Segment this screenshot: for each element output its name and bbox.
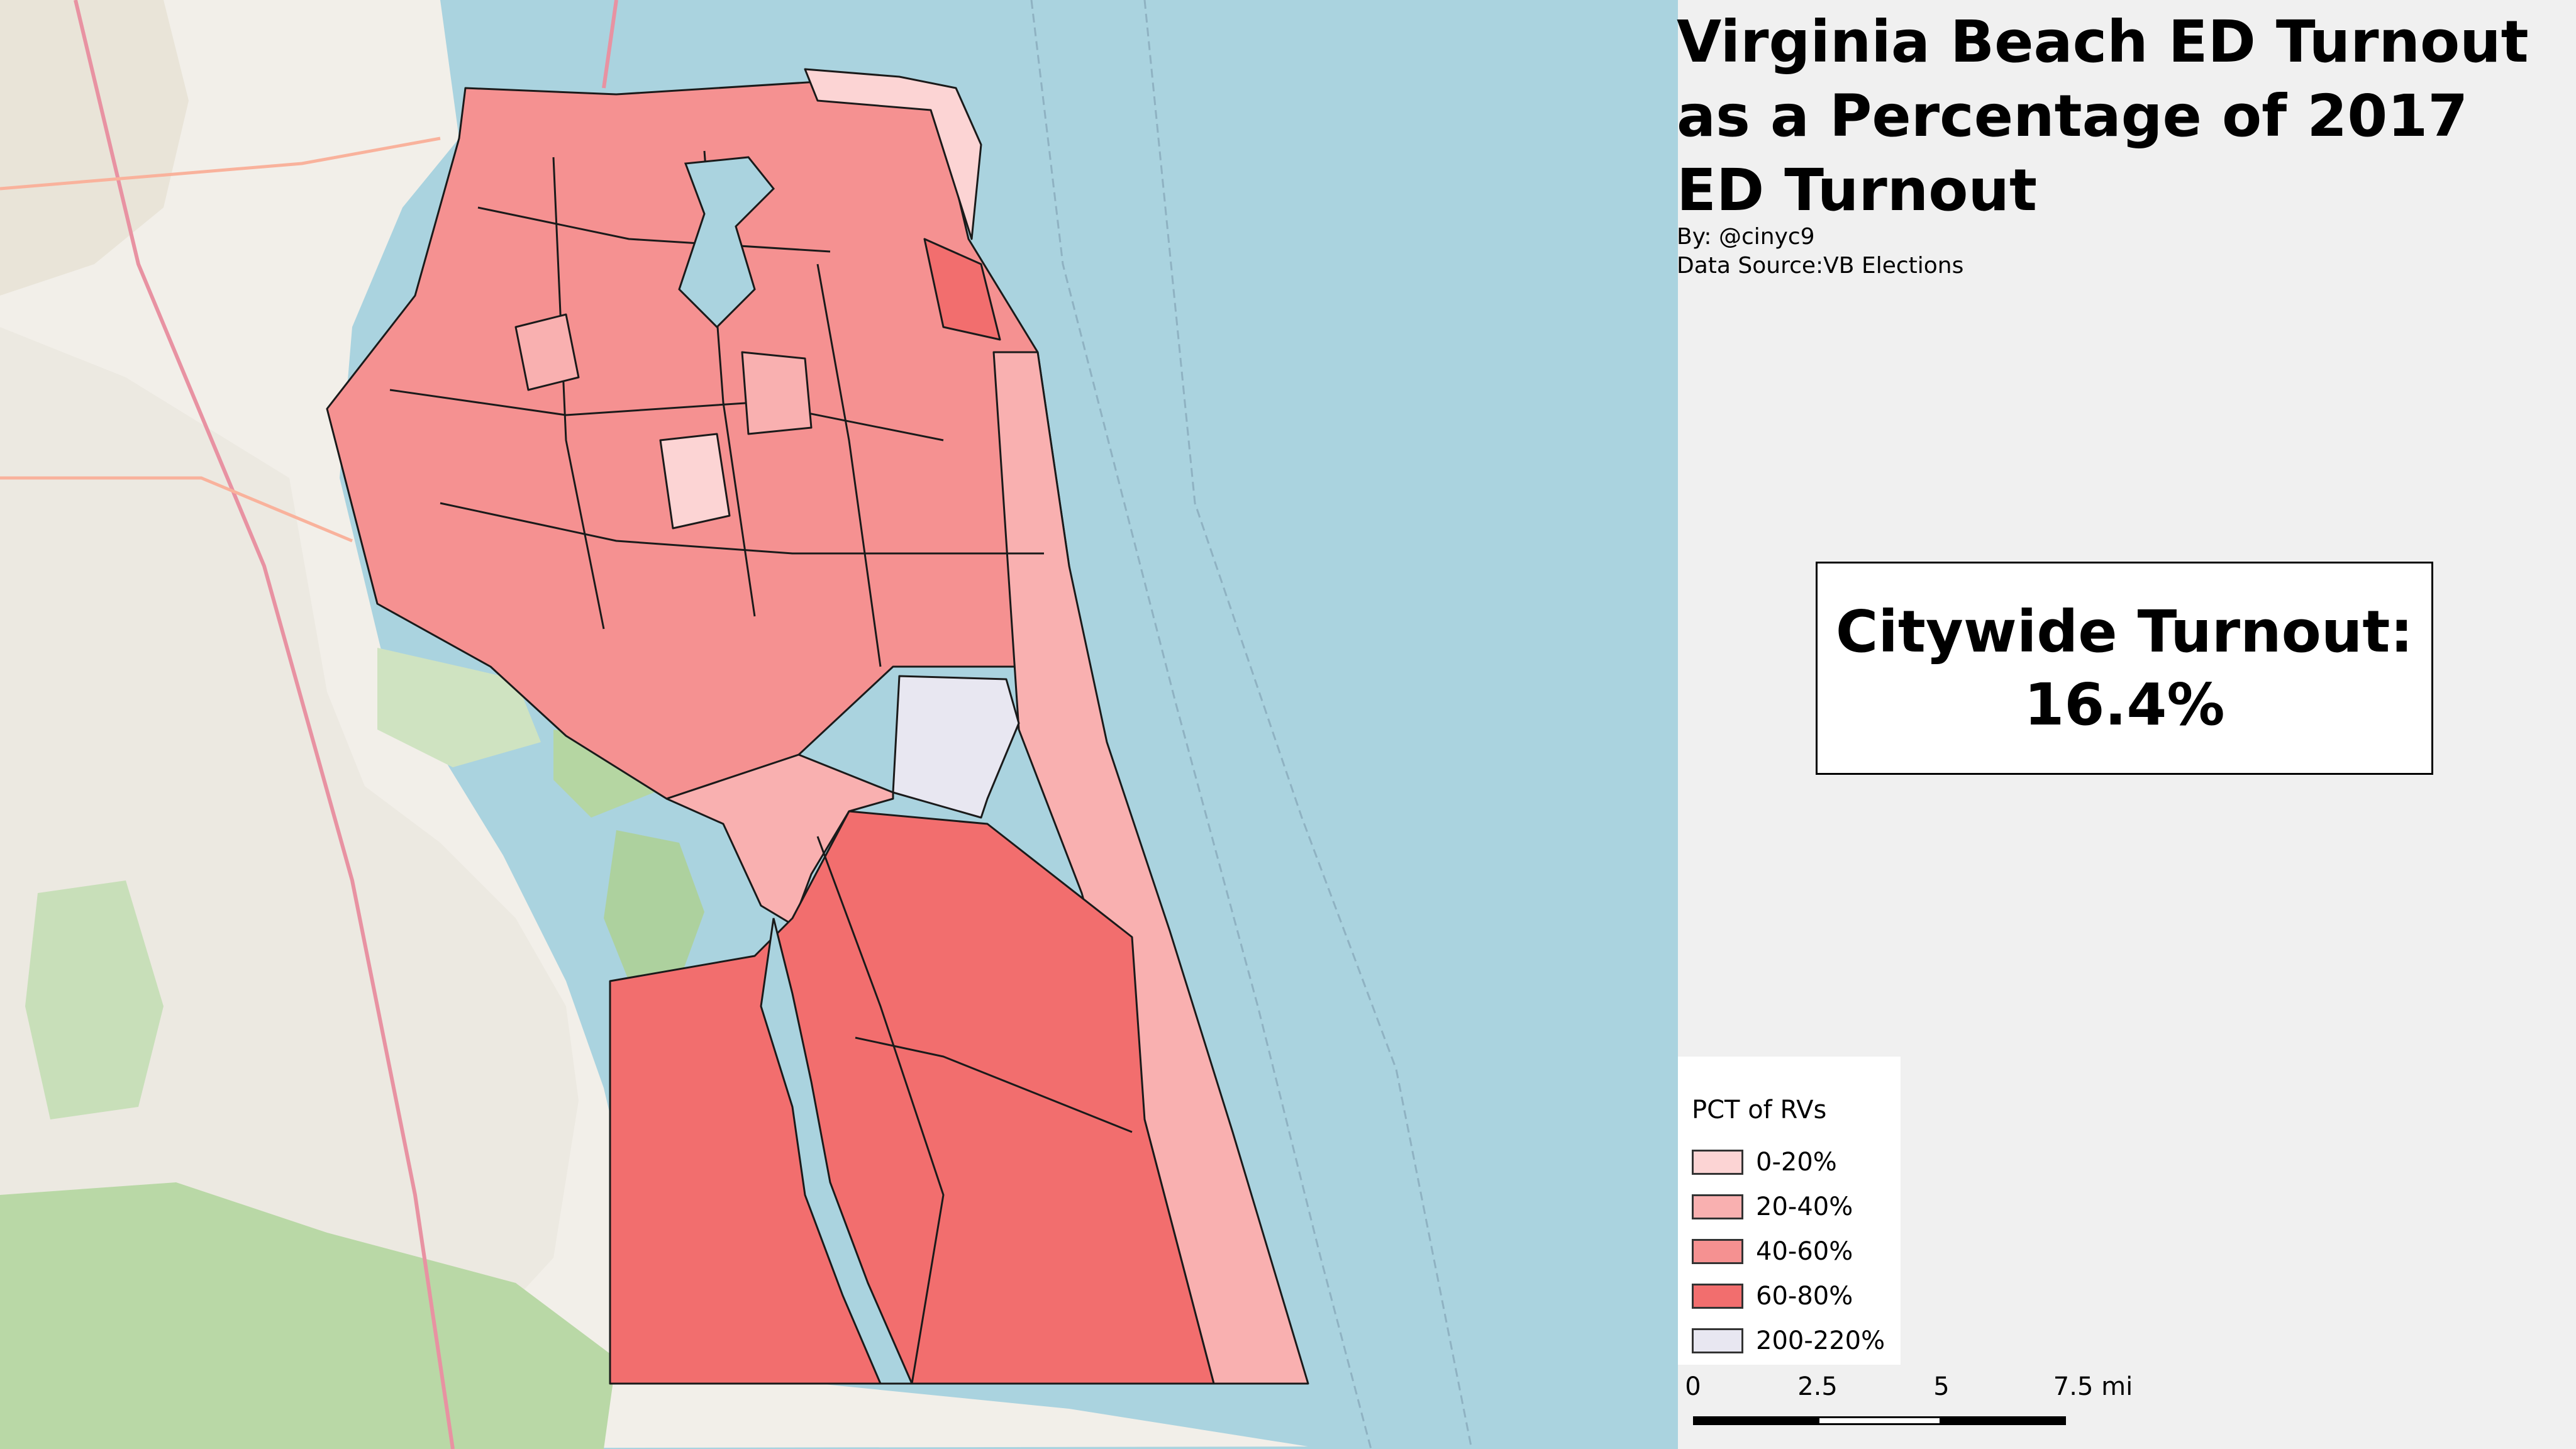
legend-label: 20-40% [1756, 1192, 1853, 1221]
maritime-boundary [1030, 0, 1372, 1449]
precinct-shore-north [804, 68, 982, 240]
legend-label: 60-80% [1756, 1282, 1853, 1311]
legend-swatch [1692, 1239, 1743, 1264]
precinct-shore-east [992, 351, 1309, 1385]
precinct-boundary [389, 389, 944, 441]
maritime-boundary [1143, 0, 1473, 1449]
road [0, 136, 441, 191]
legend-label: 0-20% [1756, 1148, 1837, 1177]
legend-label: 40-60% [1756, 1237, 1853, 1266]
woods-patch [25, 880, 164, 1119]
scale-segment [1941, 1416, 2066, 1425]
chesapeake-area [0, 327, 579, 1449]
turnout-label: Citywide Turnout: [1835, 597, 2414, 665]
scale-tick-label: 2.5 [1797, 1372, 1838, 1401]
byline: By: @cinyc9 [1677, 224, 1815, 250]
scale-segment [1818, 1416, 1941, 1425]
precinct-boundary [552, 157, 605, 630]
legend-title: PCT of RVs [1692, 1096, 1827, 1124]
scale-segment [1693, 1416, 1818, 1425]
scale-tick-label: 0 [1685, 1372, 1701, 1401]
scale-tick-label: 5 [1933, 1372, 1950, 1401]
precinct-boundary [477, 206, 831, 253]
highway [602, 0, 618, 89]
data-source: Data Source:VB Elections [1677, 253, 1964, 279]
scale-tick-label: 7.5 mi [2053, 1372, 2133, 1401]
precinct-boundary [855, 1036, 1133, 1133]
legend-swatch [1692, 1328, 1743, 1353]
precinct [659, 433, 731, 530]
citywide-turnout-box: Citywide Turnout: 16.4% [1816, 562, 2433, 775]
highway [74, 0, 455, 1449]
precinct-boundary [816, 264, 882, 667]
north-landing-river [760, 918, 914, 1385]
map-panel[interactable] [0, 0, 1678, 1449]
legend-item: 0-20% [1692, 1145, 1837, 1180]
precinct [741, 351, 813, 435]
map-title: Virginia Beach ED Turnout as a Percentag… [1677, 8, 2529, 224]
precinct-boundary [440, 502, 1044, 555]
turnout-value: 16.4% [2024, 670, 2225, 738]
precinct [923, 238, 1001, 341]
woods-patch [0, 1182, 616, 1449]
precinct-mid-south [665, 753, 894, 926]
norfolk-urban-area [0, 0, 189, 296]
legend-item: 200-220% [1692, 1323, 1885, 1358]
legend-label: 200-220% [1756, 1326, 1885, 1355]
legend-item: 40-60% [1692, 1234, 1853, 1269]
map-canvas[interactable] [0, 0, 1678, 1449]
legend-item: 20-40% [1692, 1189, 1853, 1224]
legend-swatch [1692, 1194, 1743, 1219]
precinct-boundary [816, 836, 945, 1384]
lynnhaven-inlet [678, 156, 775, 329]
legend-swatch [1692, 1150, 1743, 1175]
legend-item: 60-80% [1692, 1279, 1853, 1314]
road [0, 476, 353, 543]
legend-swatch [1692, 1284, 1743, 1309]
woods-patch [604, 830, 704, 981]
map-legend: PCT of RVs 0-20% 20-40% 40-60% 60-80% 20… [1678, 1057, 1901, 1365]
woods-patch [377, 648, 541, 767]
scale-bar: 0 2.5 5 7.5 mi [1678, 1365, 2156, 1434]
precinct [514, 313, 580, 391]
